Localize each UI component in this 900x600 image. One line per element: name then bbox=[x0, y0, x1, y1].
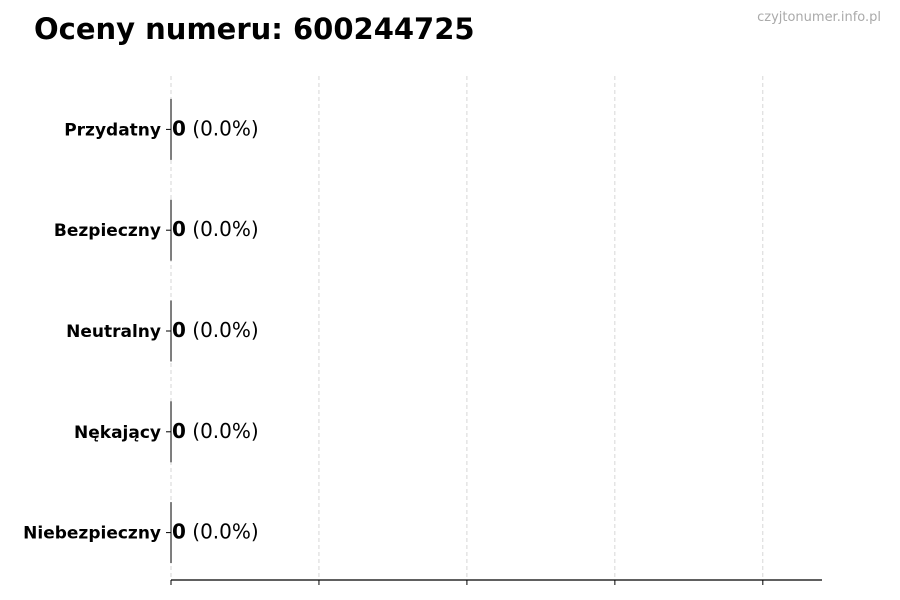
data-label-pct: (0.0%) bbox=[186, 116, 259, 140]
data-label: 0 (0.0%) bbox=[172, 419, 259, 443]
data-label-count: 0 bbox=[172, 520, 186, 544]
data-label: 0 (0.0%) bbox=[172, 116, 259, 140]
y-tick-label: Przydatny bbox=[64, 120, 161, 140]
chart-title: Oceny numeru: 600244725 bbox=[34, 12, 475, 46]
y-tick-label: Niebezpieczny bbox=[23, 524, 161, 544]
y-tick-label: Neutralny bbox=[66, 322, 161, 342]
data-label: 0 (0.0%) bbox=[172, 217, 259, 241]
data-label: 0 (0.0%) bbox=[172, 318, 259, 342]
y-tick-label: Bezpieczny bbox=[54, 221, 161, 241]
data-label-pct: (0.0%) bbox=[186, 318, 259, 342]
data-label-count: 0 bbox=[172, 419, 186, 443]
data-label-count: 0 bbox=[172, 217, 186, 241]
data-label-pct: (0.0%) bbox=[186, 520, 259, 544]
data-label-pct: (0.0%) bbox=[186, 217, 259, 241]
data-label-count: 0 bbox=[172, 116, 186, 140]
data-label-count: 0 bbox=[172, 318, 186, 342]
data-label-pct: (0.0%) bbox=[186, 419, 259, 443]
y-tick-label: Nękający bbox=[74, 423, 161, 443]
data-label: 0 (0.0%) bbox=[172, 520, 259, 544]
watermark: czyjtonumer.info.pl bbox=[757, 10, 881, 25]
